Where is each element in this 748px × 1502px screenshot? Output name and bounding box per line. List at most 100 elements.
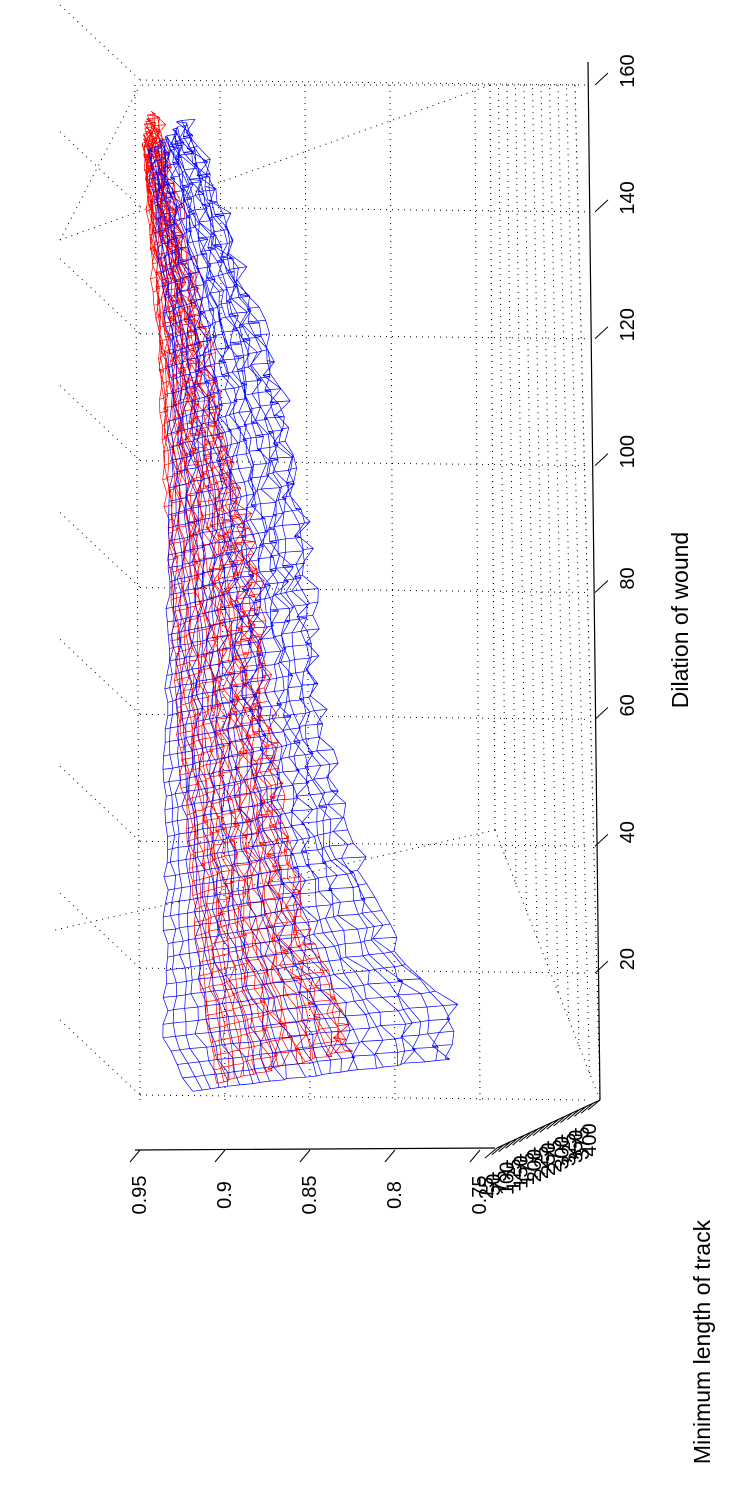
y-tick-label: 75 (490, 1170, 512, 1192)
x-gridline (139, 1094, 591, 1101)
y-tick-label: 350 (565, 1130, 587, 1163)
y-tick-label: 225 (531, 1146, 553, 1179)
x-gridline-back (59, 892, 141, 969)
x-axis-line (587, 61, 601, 1101)
floor-gridline (515, 84, 527, 912)
y-tick-label: 175 (517, 1152, 539, 1185)
x-tick-mark (594, 72, 609, 86)
plot-grid (54, 4, 601, 1101)
x-gridline-back (59, 639, 141, 715)
y-tick-mark (546, 1118, 560, 1130)
y-tick-mark (498, 1141, 512, 1152)
surface-series-2 (147, 118, 459, 1092)
y-tick-mark (525, 1128, 539, 1140)
x-tick-label: 60 (617, 694, 639, 716)
floor-gridline (506, 84, 517, 885)
x-gridline-back (59, 1019, 141, 1096)
x-tick-label: 40 (617, 821, 639, 843)
x-gridline-back (59, 385, 141, 461)
y-tick-mark (484, 1147, 498, 1159)
x-gridline (139, 587, 591, 593)
z-tick-mark (214, 1149, 226, 1163)
x-axis-title: Dilation of wound (667, 532, 693, 708)
y-tick-mark (567, 1109, 580, 1120)
x-tick-mark (594, 833, 609, 847)
z-gridline (389, 84, 396, 1101)
y-axis-title: Minimum length of track (689, 1219, 715, 1464)
floor-gridline (498, 84, 506, 858)
floor-gridline (566, 84, 590, 1074)
z-gridline (304, 84, 311, 1101)
x-gridline (139, 79, 591, 86)
z-tick-mark (469, 1149, 481, 1163)
floor-gridline (557, 84, 580, 1047)
z-tick-mark (129, 1149, 141, 1163)
y-tick-label: 150 (510, 1155, 532, 1188)
y-tick-label: 200 (524, 1149, 546, 1182)
y-tick-label: 25 (476, 1177, 498, 1199)
y-tick-labels: 2550751001251501752002252502753003253503… (476, 1099, 601, 1199)
box-edge (59, 84, 141, 241)
surface-mesh-lines (147, 118, 459, 1092)
x-tick-label: 120 (617, 308, 639, 341)
y-tick-label: 275 (545, 1139, 567, 1172)
x-tick-labels: 20 40 60 80 100 120 140 160 (594, 54, 639, 974)
y-tick-mark (587, 1099, 601, 1111)
x-tick-mark (594, 580, 609, 593)
x-gridline-back (59, 258, 141, 335)
x-tick-label: 160 (617, 54, 639, 87)
x-gridline-back (59, 4, 141, 81)
x-tick-label: 140 (617, 181, 639, 214)
y-tick-mark (560, 1112, 573, 1124)
y-tick-mark (505, 1138, 518, 1149)
z-axis-line (134, 1147, 496, 1151)
y-tick-mark (519, 1131, 532, 1143)
z-tick-mark (384, 1149, 396, 1163)
y-tick-mark (539, 1122, 553, 1133)
x-gridline (139, 713, 591, 720)
z-tick-label: 0.9 (214, 1181, 236, 1209)
x-gridline-back (59, 765, 141, 842)
axes-frame (134, 61, 601, 1151)
box-edge (54, 829, 496, 931)
z-tick-label: 0.8 (384, 1181, 406, 1209)
x-tick-mark (594, 960, 609, 974)
z-tick-mark (299, 1149, 311, 1163)
x-tick-mark (594, 707, 609, 720)
floor-gridline (489, 84, 496, 831)
floor-gridline (574, 84, 601, 1101)
x-gridline-back (59, 131, 141, 208)
z-tick-labels: 0.75 0.8 0.85 0.9 0.95 (129, 1149, 491, 1215)
x-tick-label: 80 (617, 567, 639, 589)
y-tick-mark (580, 1102, 594, 1114)
z-tick-label: 0.95 (129, 1176, 151, 1215)
x-gridline (139, 206, 591, 213)
floor-gridline (540, 84, 559, 993)
y-tick-label: 400 (579, 1123, 601, 1156)
y-tick-label: 300 (552, 1136, 574, 1169)
y-tick-label: 100 (497, 1162, 519, 1195)
x-gridline-back (59, 512, 141, 588)
y-tick-mark (512, 1134, 525, 1146)
floor-gridline (532, 84, 548, 966)
x-tick-mark (594, 326, 609, 340)
x-tick-label: 100 (617, 435, 639, 468)
z-tick-label: 0.75 (469, 1176, 491, 1215)
y-tick-mark (573, 1106, 587, 1117)
z-gridline (134, 84, 141, 1101)
y-tick-label: 250 (538, 1143, 560, 1176)
y-tick-mark (491, 1144, 505, 1156)
y-tick-mark (553, 1115, 566, 1127)
y-tick-mark (532, 1125, 546, 1136)
x-tick-mark (594, 199, 609, 213)
y-tick-label: 375 (572, 1127, 594, 1160)
floor-gridline (549, 84, 569, 1020)
y-tick-label: 325 (558, 1133, 580, 1166)
y-tick-label: 125 (503, 1159, 525, 1192)
surface-mesh (141, 110, 459, 1092)
floor-gridline (523, 84, 538, 939)
y-tick-label: 50 (483, 1174, 505, 1196)
y-axis-line (496, 1099, 601, 1149)
z-tick-label: 0.85 (299, 1176, 321, 1215)
